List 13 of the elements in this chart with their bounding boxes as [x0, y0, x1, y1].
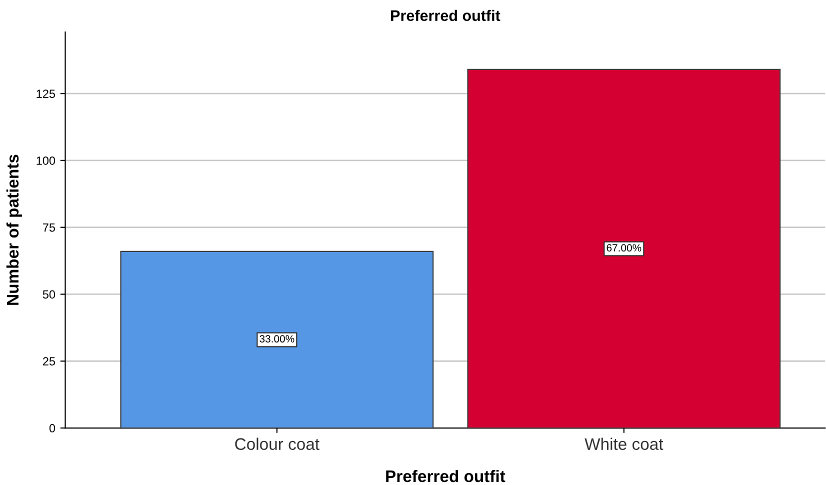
chart-title: Preferred outfit [391, 10, 500, 22]
y-tick-label: 0 [49, 424, 56, 432]
x-tick-label: Colour coat [235, 438, 320, 450]
y-tick-label: 125 [36, 90, 56, 98]
x-axis-title: Preferred outfit [386, 470, 506, 482]
y-tick-label: 25 [42, 357, 56, 366]
y-tick-label: 100 [36, 156, 56, 165]
y-tick-label: 75 [43, 223, 56, 232]
y-axis-title: Number of patients [6, 154, 22, 305]
annotation: 67.00% [606, 244, 642, 252]
annotation: 33.00% [260, 335, 294, 343]
y-tick-label: 50 [42, 290, 56, 299]
x-tick-label: White coat [584, 438, 664, 450]
